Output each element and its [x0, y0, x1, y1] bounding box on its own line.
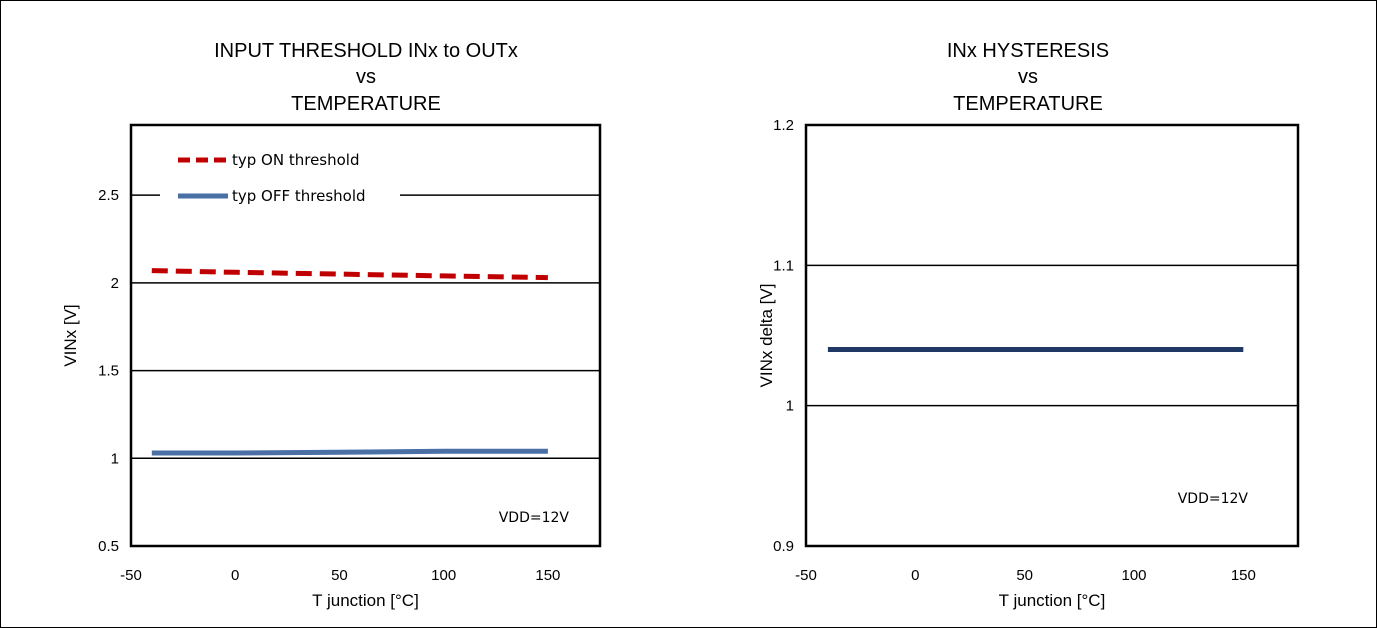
y-axis-label: VINx [V] [61, 304, 80, 366]
chart-2: INx HYSTERESIS vs TEMPERATURE 0.9 1 1.1 1.2 -50… [757, 40, 1300, 610]
x-tick-label: 100 [431, 567, 456, 584]
y-tick-label: 0.9 [773, 538, 794, 555]
chart-1: INPUT THRESHOLD INx to OUTx vs TEMPERATURE… [61, 40, 602, 610]
y-axis-label: VINx delta [V] [757, 284, 776, 388]
legend-label-1: typ ON threshold [232, 151, 360, 169]
y-tick-label: 0.5 [98, 538, 119, 555]
annotation-vdd: VDD=12V [1178, 491, 1249, 507]
series-line-2 [151, 448, 548, 456]
y-tick-label: 1.2 [773, 117, 794, 134]
x-tick-label: 100 [1121, 567, 1146, 584]
x-tick-label: -50 [795, 567, 817, 584]
plot-area [804, 123, 1300, 548]
annotation-vdd: VDD=12V [499, 510, 570, 526]
x-tick-label: 0 [231, 567, 239, 584]
x-tick-label: 50 [1016, 567, 1033, 584]
y-tick-label: 1.1 [773, 257, 794, 274]
y-tick-label: 2 [111, 275, 119, 292]
chart-title-line: vs [356, 66, 376, 88]
x-axis-label: T junction [°C] [312, 591, 419, 610]
plot-area [129, 123, 602, 548]
chart-title-line: TEMPERATURE [291, 93, 441, 115]
x-tick-label: 50 [331, 567, 348, 584]
chart-title-line: TEMPERATURE [953, 93, 1103, 115]
chart-title-line: INPUT THRESHOLD INx to OUTx [214, 40, 518, 62]
x-tick-label: 150 [1231, 567, 1256, 584]
y-tick-label: 1.5 [98, 363, 119, 380]
chart-title-line: INx HYSTERESIS [947, 40, 1109, 62]
series-line-1 [151, 268, 548, 281]
chart-title-line: vs [1018, 66, 1038, 88]
x-axis-label: T junction [°C] [999, 591, 1106, 610]
x-tick-label: -50 [120, 567, 142, 584]
y-tick-label: 2.5 [98, 187, 119, 204]
legend-label-2: typ OFF threshold [232, 187, 366, 205]
y-tick-label: 1 [111, 450, 119, 467]
y-tick-label: 1 [786, 398, 794, 415]
x-tick-label: 0 [911, 567, 919, 584]
x-tick-label: 150 [535, 567, 560, 584]
